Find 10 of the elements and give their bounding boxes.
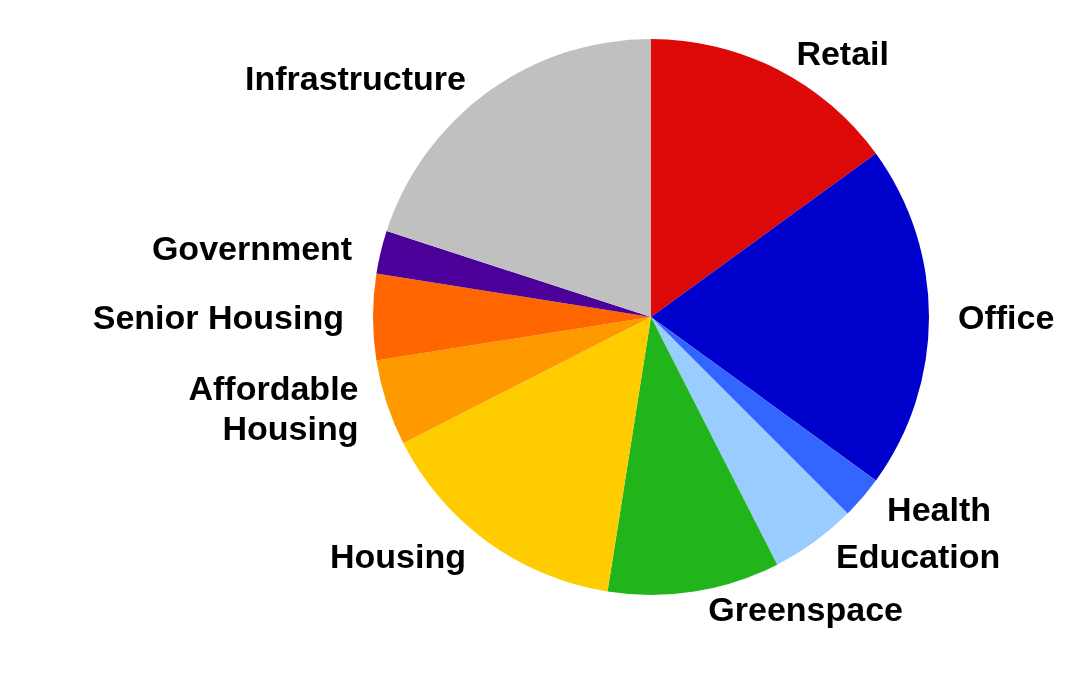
- slice-label: Government: [151, 228, 353, 267]
- slice-label: Greenspace: [708, 590, 903, 629]
- slice-label: Affordable Housing: [188, 369, 359, 448]
- slice-label: Infrastructure: [244, 58, 467, 97]
- slice-label: Office: [958, 298, 1055, 336]
- slice-label: Senior Housing: [92, 298, 344, 336]
- slice-label: Health: [887, 490, 991, 529]
- slice-label: Education: [835, 537, 1001, 576]
- slice-label: Housing: [330, 537, 467, 576]
- slice-label: Retail: [796, 34, 889, 73]
